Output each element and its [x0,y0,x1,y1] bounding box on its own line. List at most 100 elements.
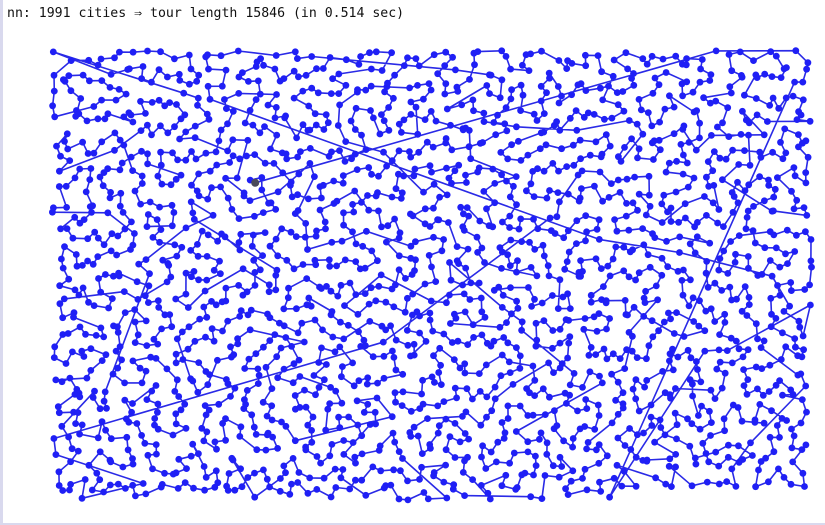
city-point [566,333,574,341]
city-point [640,429,647,437]
city-point [167,273,175,281]
city-point [635,190,643,198]
city-point [404,496,412,504]
city-point [766,102,774,109]
city-point [725,133,733,141]
city-point [384,222,392,230]
city-point [90,103,98,110]
city-point [602,299,610,307]
city-point [597,488,605,495]
city-point [313,65,320,73]
city-point [245,78,252,85]
city-point [425,252,433,259]
city-point [543,450,551,458]
city-point [483,82,491,89]
city-point [530,215,537,223]
city-point [378,67,386,74]
city-point [188,273,195,281]
city-point [180,89,188,97]
city-point [504,415,512,422]
city-point [71,286,79,294]
city-point [256,90,264,98]
city-point [50,71,58,79]
city-point [79,284,87,292]
result-arrow: ⇒ [134,6,143,21]
city-point [808,263,815,271]
city-point [248,242,256,250]
city-point [289,379,297,387]
city-point [620,107,628,115]
city-point [171,55,178,63]
city-point [556,198,563,206]
city-point [707,386,715,394]
city-point [532,342,540,350]
city-point [100,241,108,249]
city-point [204,195,212,203]
city-point [461,457,468,465]
city-point [187,198,195,206]
city-point [240,405,248,412]
city-point [640,313,648,320]
city-point [577,155,584,163]
city-point [772,52,780,60]
city-point [74,447,82,455]
city-point [672,463,679,471]
city-point [797,370,805,378]
city-point [499,218,506,226]
city-point [544,262,552,270]
city-point [721,319,729,326]
city-point [514,304,522,312]
city-point [214,356,221,364]
city-point [435,422,443,430]
city-point [205,406,213,414]
city-point [181,479,189,486]
city-point [131,339,139,346]
city-point [182,224,190,232]
city-point [517,215,525,223]
city-point [696,425,704,433]
city-point [213,161,221,169]
city-point [349,359,356,367]
city-point [791,172,799,180]
city-point [224,194,232,202]
city-point [306,474,314,482]
city-point [98,138,106,146]
city-point [375,207,382,215]
city-point [546,393,553,401]
city-point [304,421,312,429]
city-point [506,224,513,231]
city-point [69,234,77,242]
city-point [342,138,350,146]
city-point [732,483,740,490]
city-point [738,73,746,81]
city-point [155,96,163,104]
city-point [718,287,726,294]
city-point [224,317,232,325]
city-point [315,359,323,366]
city-point [660,191,668,199]
city-point [555,99,563,107]
city-point [127,153,135,161]
city-point [322,225,329,233]
city-point [540,128,548,136]
city-point [148,99,156,106]
city-point [744,376,752,383]
city-point [66,374,74,382]
city-point [634,154,641,162]
city-point [590,313,598,321]
city-point [290,360,298,368]
city-point [566,381,574,389]
city-point [189,209,197,217]
city-point [97,288,105,296]
city-point [121,396,129,404]
city-point [103,404,110,412]
city-point [390,303,398,311]
city-point [134,331,142,339]
city-point [549,462,557,470]
city-point [104,110,112,118]
city-point [152,382,160,389]
city-point [565,339,573,347]
city-point [236,433,244,440]
city-point [478,308,486,316]
